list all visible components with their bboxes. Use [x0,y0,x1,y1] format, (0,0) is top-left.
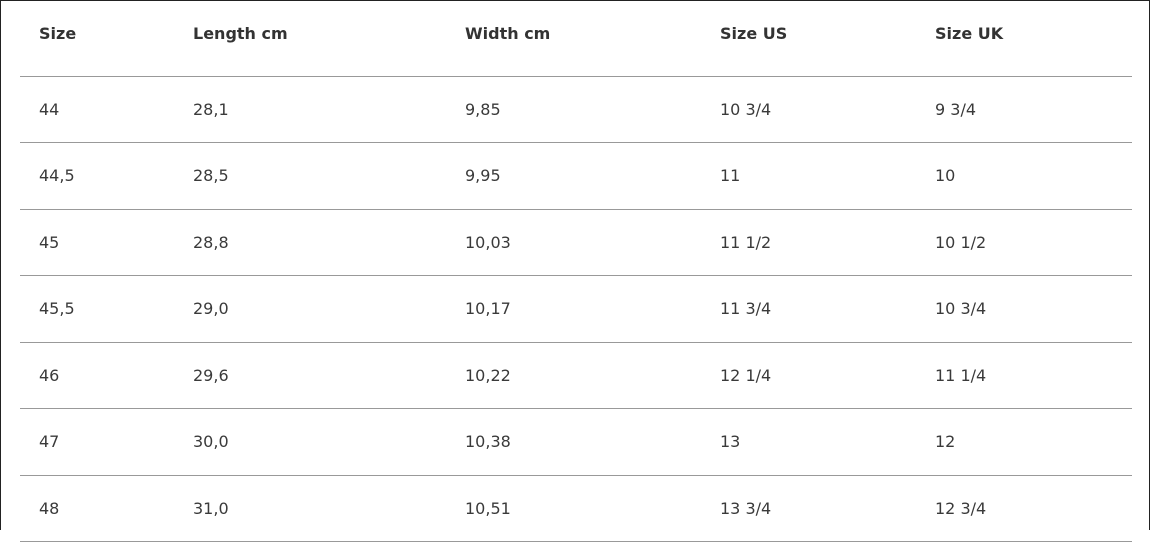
cell-width-cm: 10,51 [465,475,720,542]
size-chart-table: Size Length cm Width cm Size US Size UK 44 28… [20,0,1132,542]
cell-width-cm: 10,17 [465,275,720,343]
cell-size: 46 [20,342,193,409]
cell-length-cm: 28,8 [193,209,465,276]
cell-size-us: 11 3/4 [720,275,935,343]
cell-width-cm: 9,95 [465,142,720,210]
cell-width-cm: 10,22 [465,342,720,409]
cell-size-us: 10 3/4 [720,76,935,143]
cell-size-uk: 10 3/4 [935,275,1132,343]
cell-length-cm: 30,0 [193,408,465,476]
cell-size-uk: 12 3/4 [935,475,1132,542]
cell-size: 47 [20,408,193,476]
cell-size-us: 11 [720,142,935,210]
cell-size-us: 13 [720,408,935,476]
table-header-row: Size Length cm Width cm Size US Size UK [20,0,1132,77]
cell-size: 45,5 [20,275,193,343]
cell-size-uk: 10 [935,142,1132,210]
table-row: 44,5 28,5 9,95 11 10 [20,142,1132,210]
cell-length-cm: 29,6 [193,342,465,409]
cell-size: 45 [20,209,193,276]
cell-size: 44 [20,76,193,143]
table-row: 44 28,1 9,85 10 3/4 9 3/4 [20,76,1132,143]
cell-size-uk: 9 3/4 [935,76,1132,143]
column-header-size: Size [20,0,193,77]
cell-width-cm: 10,38 [465,408,720,476]
cell-size: 44,5 [20,142,193,210]
table-row: 48 31,0 10,51 13 3/4 12 3/4 [20,475,1132,542]
cell-width-cm: 9,85 [465,76,720,143]
cell-size-uk: 11 1/4 [935,342,1132,409]
cell-length-cm: 31,0 [193,475,465,542]
column-header-size-uk: Size UK [935,0,1132,77]
column-header-length-cm: Length cm [193,0,465,77]
column-header-width-cm: Width cm [465,0,720,77]
cell-length-cm: 28,1 [193,76,465,143]
cell-size-us: 12 1/4 [720,342,935,409]
table-row: 47 30,0 10,38 13 12 [20,408,1132,476]
cell-size: 48 [20,475,193,542]
column-header-size-us: Size US [720,0,935,77]
table-row: 45 28,8 10,03 11 1/2 10 1/2 [20,209,1132,276]
cell-size-uk: 12 [935,408,1132,476]
cell-length-cm: 29,0 [193,275,465,343]
cell-width-cm: 10,03 [465,209,720,276]
cell-size-us: 13 3/4 [720,475,935,542]
cell-size-uk: 10 1/2 [935,209,1132,276]
table-row: 46 29,6 10,22 12 1/4 11 1/4 [20,342,1132,409]
cell-size-us: 11 1/2 [720,209,935,276]
table-row: 45,5 29,0 10,17 11 3/4 10 3/4 [20,275,1132,343]
cell-length-cm: 28,5 [193,142,465,210]
